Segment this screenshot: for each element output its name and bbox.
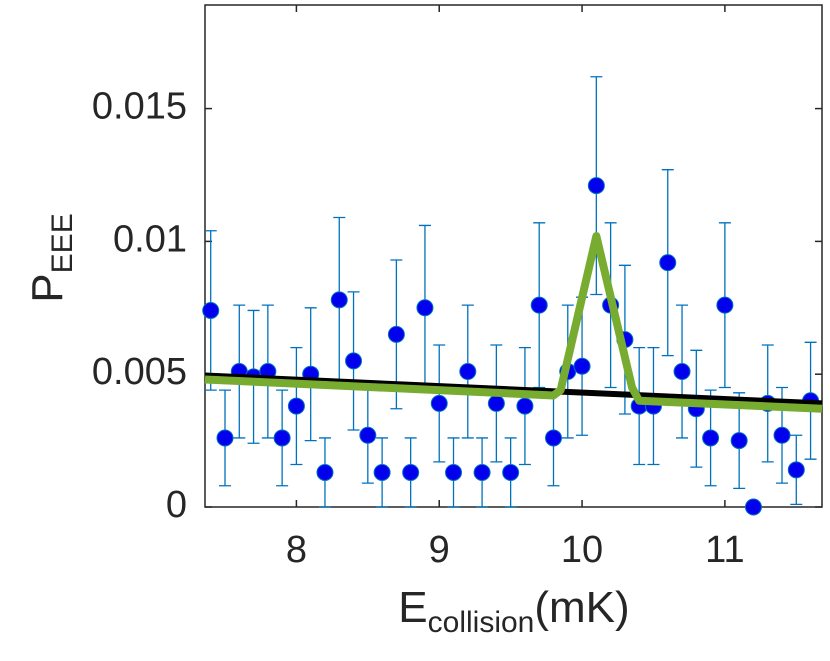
data-point [359,426,377,444]
data-point [216,429,234,447]
x-tick-label: 9 [429,529,450,571]
data-point [673,363,691,381]
data-point [530,296,548,314]
data-point [787,461,805,479]
data-point [345,352,363,370]
data-point [730,432,748,450]
y-axis-label: PEEE [23,213,79,302]
data-point [702,429,720,447]
x-tick-label: 8 [286,529,307,571]
data-point [445,463,463,481]
x-tick-label: 11 [705,529,744,571]
data-point [744,498,762,516]
fit-line [204,232,823,413]
y-tick-label: 0.005 [92,351,187,393]
data-point [430,394,448,412]
x-axis-label: Ecollision(mK) [398,583,629,639]
data-point [716,296,734,314]
data-point [202,301,220,319]
y-tick-label: 0.01 [113,218,187,260]
data-point [544,429,562,447]
data-point [773,426,791,444]
data-point [502,463,520,481]
data-point [487,394,505,412]
data-point [287,397,305,415]
data-point [516,397,534,415]
y-tick-label: 0.015 [92,86,187,128]
x-tick-label: 10 [561,529,603,571]
data-point [587,177,605,195]
data-point [659,254,677,272]
data-point [387,325,405,343]
data-point [316,463,334,481]
plot-area [204,4,823,508]
data-point [473,463,491,481]
data-point [416,299,434,317]
data-point [373,463,391,481]
data-point [573,357,591,375]
fit-line [204,372,823,407]
data-point [459,363,477,381]
data-point [330,291,348,309]
data-point [402,463,420,481]
data-point [273,429,291,447]
y-tick-label: 0 [166,484,187,526]
